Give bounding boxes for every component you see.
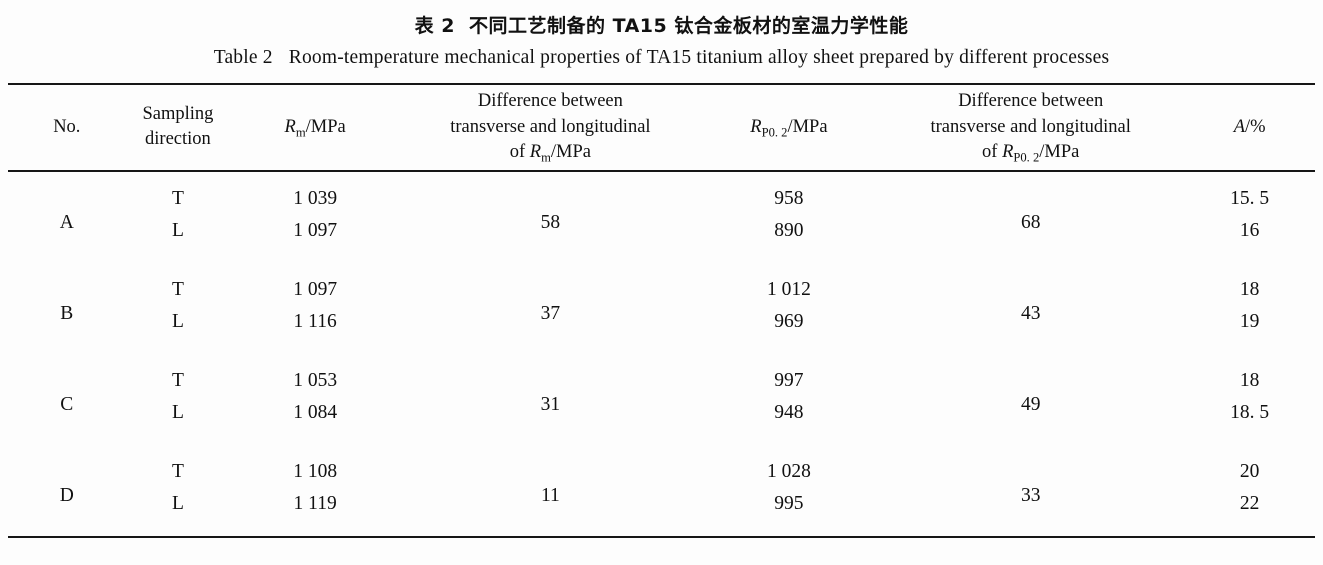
table-title-english: Table 2 Room-temperature mechanical prope… xyxy=(0,47,1323,69)
cell-direction: T xyxy=(171,187,184,209)
cell-elongation: 19 xyxy=(1239,310,1260,332)
table-number-zh: 表 2 xyxy=(414,15,455,37)
rp02-symbol: R xyxy=(750,116,762,137)
cell-elongation: 18 xyxy=(1239,278,1260,300)
rp02-symbol: R xyxy=(1002,142,1014,163)
header-rp02: RP0. 2/MPa xyxy=(700,84,878,172)
cell-direction: T xyxy=(171,369,184,391)
cell-diff-rp02: 49 xyxy=(1020,393,1041,415)
cell-rp02: 948 xyxy=(774,401,804,423)
group-B: B T 1 097 37 1 012 43 18 L 1 116 969 19 xyxy=(8,263,1315,354)
table-row: A T 1 039 58 958 68 15. 5 xyxy=(8,171,1315,233)
cell-rp02: 997 xyxy=(774,369,804,391)
diff-rp02-line1: Difference between xyxy=(958,91,1104,111)
rm-subscript: m xyxy=(295,125,306,140)
table-row: L 1 116 969 19 xyxy=(8,306,1315,354)
rm-unit: /MPa xyxy=(550,142,591,163)
table-row: L 1 097 890 16 xyxy=(8,215,1315,263)
rm-symbol: R xyxy=(529,142,542,163)
cell-diff-rp02: 68 xyxy=(1020,211,1041,233)
rp02-subscript: P0. 2 xyxy=(761,125,788,140)
cell-direction: L xyxy=(171,401,184,423)
rm-subscript: m xyxy=(541,150,551,165)
cell-no: D xyxy=(59,484,74,506)
cell-elongation: 18 xyxy=(1239,369,1260,391)
table-number-en: Table 2 xyxy=(213,47,273,68)
cell-direction: T xyxy=(171,460,184,482)
table-row: L 1 119 995 22 xyxy=(8,488,1315,537)
elongation-unit: /% xyxy=(1245,116,1266,137)
header-row: No. Sampling direction Rm/MPa Difference… xyxy=(8,84,1315,172)
header-no: No. xyxy=(8,84,126,172)
rm-unit: /MPa xyxy=(305,116,346,137)
cell-diff-rm: 37 xyxy=(540,302,561,324)
group-C: C T 1 053 31 997 49 18 L 1 084 948 18. 5 xyxy=(8,354,1315,445)
table-title-chinese: 表 2 不同工艺制备的 TA15 钛合金板材的室温力学性能 xyxy=(0,0,1323,38)
table-header: No. Sampling direction Rm/MPa Difference… xyxy=(8,84,1315,172)
cell-rp02: 958 xyxy=(774,187,804,209)
cell-direction: L xyxy=(171,492,184,514)
cell-rm: 1 039 xyxy=(293,187,338,209)
cell-no: B xyxy=(60,302,74,324)
cell-rp02: 890 xyxy=(774,219,804,241)
cell-diff-rp02: 43 xyxy=(1020,302,1041,324)
cell-rp02: 1 028 xyxy=(766,460,811,482)
rp02-unit: /MPa xyxy=(787,116,828,137)
table-caption-zh: 不同工艺制备的 TA15 钛合金板材的室温力学性能 xyxy=(468,15,909,37)
cell-diff-rm: 58 xyxy=(540,211,561,233)
header-elongation: A/% xyxy=(1184,84,1315,172)
cell-direction: T xyxy=(171,278,184,300)
rp02-unit: /MPa xyxy=(1039,142,1080,163)
group-A: A T 1 039 58 958 68 15. 5 L 1 097 890 16 xyxy=(8,171,1315,263)
cell-rm: 1 097 xyxy=(293,278,338,300)
cell-rp02: 995 xyxy=(774,492,804,514)
table-row: L 1 084 948 18. 5 xyxy=(8,397,1315,445)
cell-direction: L xyxy=(171,310,184,332)
header-sampling-direction: Sampling direction xyxy=(125,84,231,172)
group-D: D T 1 108 11 1 028 33 20 L 1 119 995 22 xyxy=(8,445,1315,537)
header-rm: Rm/MPa xyxy=(230,84,401,172)
cell-rm: 1 108 xyxy=(293,460,338,482)
header-diff-rm: Difference between transverse and longit… xyxy=(400,84,701,172)
cell-diff-rp02: 33 xyxy=(1020,484,1041,506)
cell-rm: 1 116 xyxy=(293,310,337,332)
cell-rm: 1 084 xyxy=(293,401,338,423)
diff-rp02-line2: transverse and longitudinal xyxy=(930,116,1131,137)
diff-rm-line1: Difference between xyxy=(477,91,623,111)
cell-rm: 1 053 xyxy=(293,369,338,391)
cell-rp02: 1 012 xyxy=(766,278,811,300)
table-row: C T 1 053 31 997 49 18 xyxy=(8,354,1315,415)
cell-diff-rm: 11 xyxy=(540,484,560,506)
header-sampling-line1: Sampling xyxy=(142,103,214,124)
rm-symbol: R xyxy=(284,116,296,137)
diff-rm-line2: transverse and longitudinal xyxy=(450,116,651,137)
cell-diff-rm: 31 xyxy=(540,393,561,415)
cell-elongation: 16 xyxy=(1239,219,1260,241)
rp02-subscript: P0. 2 xyxy=(1013,150,1040,165)
cell-direction: L xyxy=(171,219,184,241)
cell-no: A xyxy=(59,211,74,233)
elongation-symbol: A xyxy=(1233,116,1245,137)
header-diff-rp02: Difference between transverse and longit… xyxy=(877,84,1185,172)
cell-rm: 1 097 xyxy=(293,219,338,241)
cell-rm: 1 119 xyxy=(293,492,337,514)
cell-elongation: 22 xyxy=(1239,492,1260,514)
cell-no: C xyxy=(60,393,74,415)
cell-elongation: 20 xyxy=(1239,460,1260,482)
cell-rp02: 969 xyxy=(774,310,804,332)
table-caption-en: Room-temperature mechanical properties o… xyxy=(288,47,1110,68)
table-row: D T 1 108 11 1 028 33 20 xyxy=(8,445,1315,506)
diff-rp02-of: of xyxy=(982,142,1003,163)
table-row: B T 1 097 37 1 012 43 18 xyxy=(8,263,1315,324)
diff-rm-of: of xyxy=(509,142,530,163)
cell-elongation: 15. 5 xyxy=(1230,187,1270,209)
cell-elongation: 18. 5 xyxy=(1230,401,1270,423)
header-sampling-line2: direction xyxy=(145,129,211,150)
mechanical-properties-table: No. Sampling direction Rm/MPa Difference… xyxy=(8,83,1315,538)
